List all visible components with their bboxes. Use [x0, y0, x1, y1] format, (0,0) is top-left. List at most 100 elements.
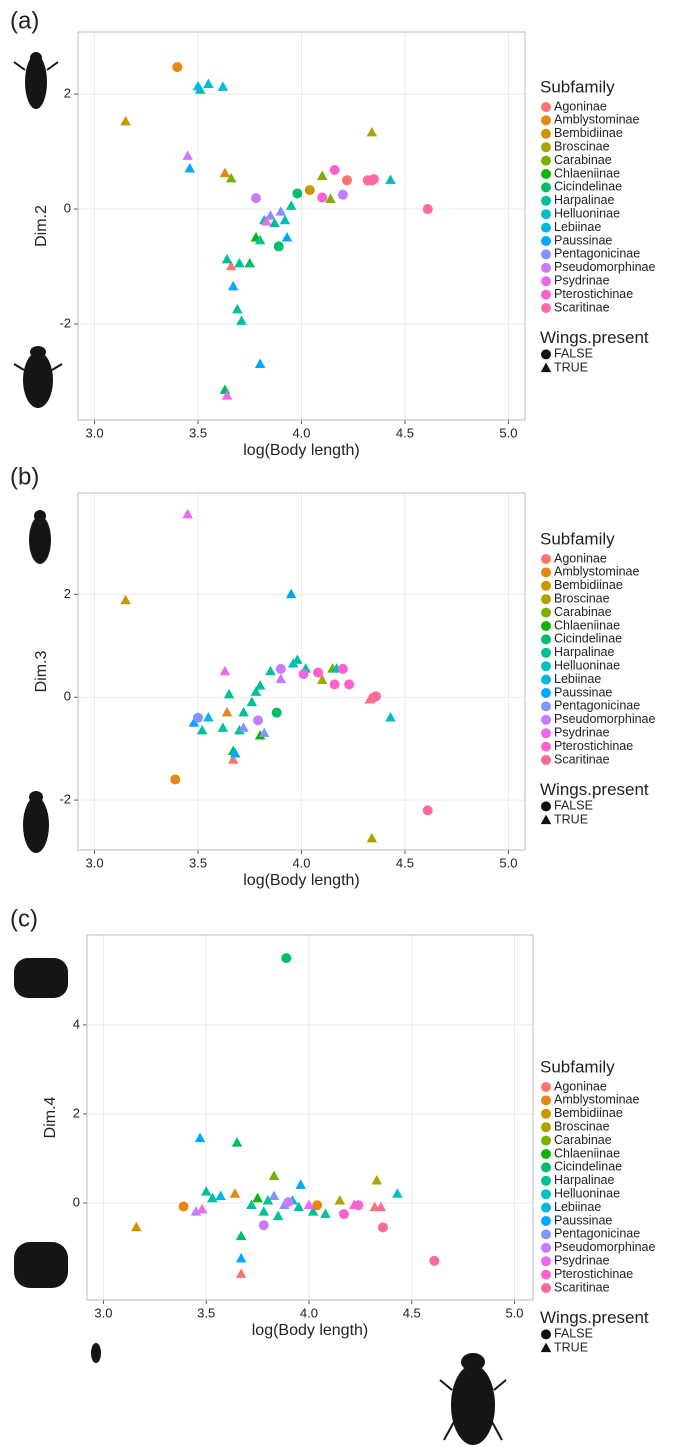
legend-label: Psydrinae: [554, 273, 610, 287]
data-point: [366, 832, 378, 843]
legend-swatch: [541, 128, 551, 139]
data-point: [261, 215, 272, 226]
y-axis-label: Dim.2: [33, 205, 50, 247]
data-point: [268, 1190, 280, 1201]
legend-shape: [541, 1329, 551, 1340]
y-tick-label: 0: [73, 1194, 80, 1209]
data-point: [236, 315, 247, 325]
legend-swatch: [541, 1229, 551, 1240]
data-point: [203, 78, 214, 89]
data-point: [215, 1190, 226, 1201]
legend-swatch: [541, 728, 551, 739]
legend-swatch: [541, 661, 551, 672]
legend-label: Helluoninae: [554, 206, 620, 220]
beetle-icon: [13, 346, 63, 408]
legend-label: Lebiinae: [554, 1200, 601, 1214]
x-axis-label: log(Body length): [243, 872, 360, 889]
data-point: [231, 1137, 243, 1147]
legend-swatch: [541, 674, 551, 685]
legend-label: Paussinae: [554, 1213, 612, 1227]
data-point: [316, 170, 328, 181]
data-point: [279, 214, 291, 225]
legend-label: Harpalinae: [554, 1173, 615, 1187]
legend-swatch: [541, 567, 551, 578]
x-tick-label: 3.0: [86, 425, 104, 440]
legend-label: Cicindelinae: [554, 1160, 622, 1174]
y-tick-label: 4: [73, 1016, 80, 1031]
legend-swatch: [541, 1256, 551, 1267]
legend-label: Bembidiinae: [554, 126, 623, 140]
data-point: [182, 508, 193, 519]
legend-title: Wings.present: [540, 1308, 649, 1327]
legend-swatch: [541, 169, 551, 179]
x-axis-label: log(Body length): [252, 1322, 369, 1339]
legend-swatch: [541, 607, 551, 618]
legend-label: Lebiinae: [554, 672, 601, 686]
data-point: [254, 234, 266, 245]
panel-label: (c): [10, 905, 38, 932]
legend-swatch: [541, 1149, 551, 1159]
y-tick-label: 0: [64, 200, 71, 215]
x-tick-label: 4.5: [396, 855, 414, 870]
legend-label: Pterostichinae: [554, 739, 633, 753]
legend-swatch: [541, 155, 551, 166]
data-point: [368, 174, 379, 185]
legend-swatch: [541, 276, 551, 287]
beetle-icon: [91, 1343, 101, 1363]
data-point: [188, 717, 200, 727]
legend-label: Agoninae: [554, 99, 607, 113]
data-point: [219, 167, 231, 178]
legend-label: Psydrinae: [554, 725, 610, 739]
data-point: [182, 150, 193, 160]
data-point: [285, 588, 297, 599]
legend-label: Lebiinae: [554, 220, 601, 234]
legend-swatch: [541, 1162, 551, 1173]
legend-label: TRUE: [554, 1341, 588, 1355]
data-point: [429, 1255, 440, 1266]
legend-swatch: [541, 1269, 551, 1280]
data-point: [246, 1199, 257, 1209]
legend-swatch: [541, 303, 551, 313]
data-point: [375, 1201, 387, 1212]
data-point: [422, 805, 433, 816]
data-point: [194, 1132, 206, 1143]
legend-label: Helluoninae: [554, 658, 620, 672]
data-point: [238, 722, 249, 732]
data-point: [329, 679, 340, 690]
data-point: [366, 126, 378, 137]
legend-swatch: [541, 1189, 551, 1200]
panel-label: (a): [10, 7, 39, 34]
data-point: [337, 663, 348, 674]
data-point: [293, 1201, 304, 1212]
data-point: [303, 1199, 315, 1209]
legend-swatch: [541, 554, 551, 564]
data-point: [253, 715, 264, 726]
data-point: [235, 1252, 247, 1263]
data-point: [219, 665, 231, 676]
legend-label: Cicindelinae: [554, 180, 622, 194]
data-point: [259, 727, 270, 737]
legend-label: Agoninae: [554, 1079, 607, 1093]
beetle-icon: [13, 52, 59, 109]
beetle-icon: [14, 1242, 68, 1288]
data-point: [254, 730, 266, 740]
data-point: [221, 390, 233, 400]
data-point: [225, 172, 237, 183]
legend-label: Harpalinae: [554, 645, 615, 659]
x-tick-label: 5.0: [499, 855, 517, 870]
data-point: [385, 712, 396, 722]
data-point: [377, 1222, 388, 1233]
legend-label: Pseudomorphinae: [554, 260, 656, 274]
data-point: [348, 1199, 360, 1209]
data-point: [250, 193, 261, 204]
plot-border: [77, 31, 526, 421]
x-tick-label: 3.5: [189, 425, 207, 440]
data-point: [422, 204, 433, 215]
legend-label: Scaritinae: [554, 752, 610, 766]
legend-label: Amblystominae: [554, 565, 639, 579]
data-point: [184, 163, 195, 173]
data-point: [170, 774, 181, 785]
legend-swatch: [541, 249, 551, 260]
data-point: [269, 217, 280, 228]
